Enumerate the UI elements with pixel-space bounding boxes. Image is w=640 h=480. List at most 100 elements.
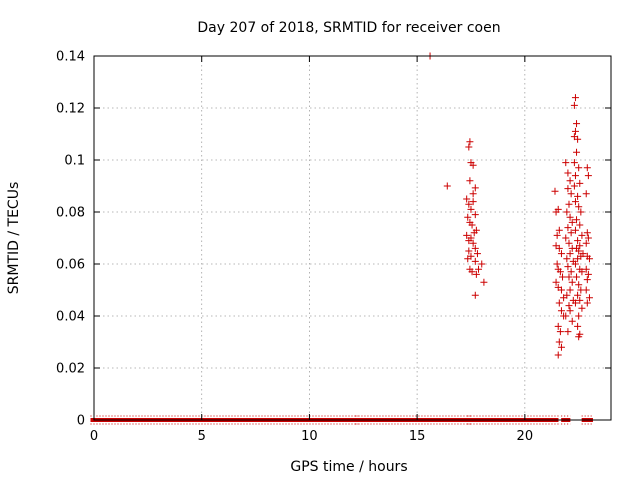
data-point [578,231,586,239]
data-point [583,164,591,172]
data-point [564,169,572,177]
data-point [568,317,576,325]
data-point [570,159,578,167]
x-axis-ticks: 0 5 10 15 20 [90,56,533,444]
data-point [571,198,579,206]
data-point [583,299,591,307]
data-point [551,187,559,195]
data-point [574,322,582,330]
y-axis-label: SRMTID / TECUs [6,182,22,295]
data-point [555,338,563,346]
data-point [563,291,571,299]
data-point [552,278,560,286]
data-point [565,200,573,208]
data-point [566,286,574,294]
x-tick-label: 5 [198,429,206,444]
data-point [573,216,581,224]
data-point [567,229,575,237]
data-point [471,291,479,299]
chart-title: Day 207 of 2018, SRMTID for receiver coe… [197,20,500,36]
data-point [571,172,579,180]
y-tick-label: 0.12 [56,102,85,117]
data-point [554,205,562,213]
data-point [564,263,572,271]
data-point [574,291,582,299]
data-point [564,224,572,232]
data-point [575,164,583,172]
data-point [472,226,480,234]
data-point [554,351,562,359]
data-point [555,244,563,252]
data-point [466,177,474,185]
data-point [557,286,565,294]
data-point [578,304,586,312]
y-tick-label: 0.04 [56,310,85,325]
y-tick-label: 0.06 [56,258,85,273]
data-point [565,273,573,281]
y-tick-label: 0.08 [56,206,85,221]
x-axis-label: GPS time / hours [290,459,407,475]
y-tick-label: 0.02 [56,362,85,377]
data-point [583,276,591,284]
data-point [553,231,561,239]
data-point [570,182,578,190]
data-point [464,213,472,221]
data-point [556,268,564,276]
data-point [562,159,570,167]
data-point [563,208,571,216]
data-point [568,278,576,286]
data-point [568,218,576,226]
data-point [574,192,582,200]
data-point [463,195,471,203]
data-point [582,265,590,273]
data-point [565,239,573,247]
data-point [566,213,574,221]
data-point [557,250,565,258]
data-point [555,299,563,307]
data-point [567,190,575,198]
data-point [465,200,473,208]
data-point [573,273,581,281]
data-point [571,226,579,234]
data-point [469,161,477,169]
data-point [574,237,582,245]
data-point [562,234,570,242]
data-point [465,247,473,255]
data-point [469,190,477,198]
grid-lines [94,56,611,420]
data-point [472,270,480,278]
data-point [566,250,574,258]
data-point [555,226,563,234]
x-tick-label: 20 [517,429,534,444]
data-point [574,135,582,143]
data-point [575,333,583,341]
x-tick-label: 10 [301,429,318,444]
data-point [473,250,481,258]
data-point [469,198,477,206]
data-point [575,203,583,211]
data-point [579,250,587,258]
data-point [566,307,574,315]
data-point [565,302,573,310]
y-tick-label: 0.14 [56,50,85,65]
data-point [576,179,584,187]
data-point [584,172,592,180]
data-point [467,234,475,242]
data-point [570,101,578,109]
data-point [571,127,579,135]
data-point [584,234,592,242]
data-point [554,322,562,330]
data-point [564,328,572,336]
y-tick-label: 0.1 [64,154,85,169]
data-point [571,260,579,268]
plot-frame [93,55,612,421]
data-point [562,312,570,320]
x-tick-label: 0 [90,429,98,444]
data-point [478,260,486,268]
data-point [563,255,571,263]
data-point [582,286,590,294]
y-tick-label: 0 [77,414,85,429]
data-point [575,247,583,255]
data-point [575,281,583,289]
